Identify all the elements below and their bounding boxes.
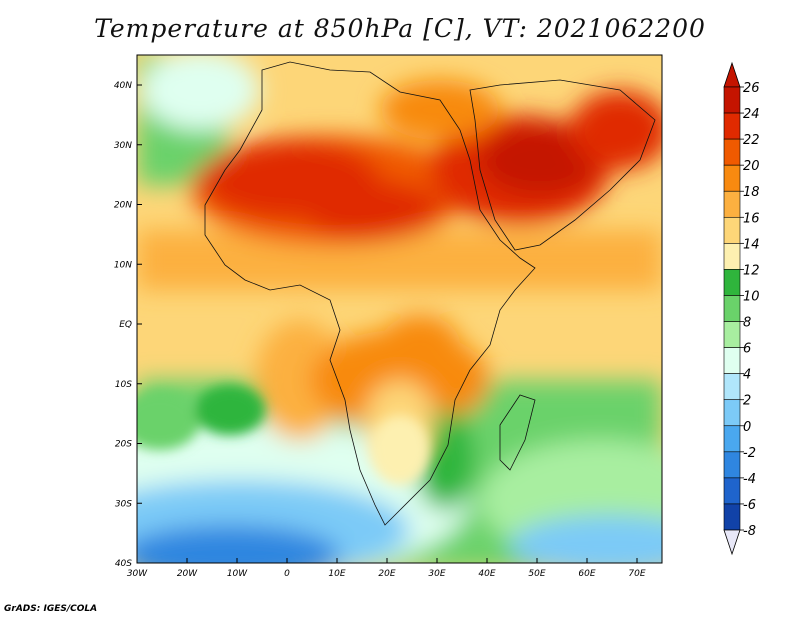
- colorbar-label: 10: [743, 289, 760, 304]
- lon-tick-label: 50E: [528, 569, 545, 579]
- colorbar-swatch: [723, 451, 741, 479]
- colorbar-label: -8: [743, 524, 756, 539]
- colorbar-label: 26: [743, 81, 760, 96]
- colorbar-swatch: [723, 86, 741, 114]
- colorbar-swatch: [723, 503, 741, 531]
- colorbar-label: 2: [743, 394, 751, 409]
- colorbar-swatch: [723, 399, 741, 427]
- colorbar-swatch: [723, 321, 741, 348]
- lat-tick-label: 20N: [114, 201, 132, 211]
- lon-tick-label: 60E: [578, 569, 595, 579]
- longitude-axis: 30W 20W 10W 0 10E 20E 30E 40E 50E 60E 70E: [127, 558, 646, 579]
- credit-text: GrADS: IGES/COLA: [4, 604, 98, 614]
- lat-tick-label: 30N: [114, 141, 132, 151]
- lat-tick-label: 30S: [115, 499, 132, 509]
- colorbar-label: -4: [743, 472, 756, 487]
- colorbar-swatch: [723, 138, 741, 166]
- latitude-axis: 40N 30N 20N 10N EQ 10S 20S 30S 40S: [114, 81, 142, 569]
- colorbar-label: 24: [743, 107, 760, 122]
- lat-tick-label: 20S: [115, 440, 132, 450]
- coastlines: [204, 61, 656, 526]
- lat-tick-label: 40S: [115, 559, 132, 569]
- lon-tick-label: 20W: [177, 569, 198, 579]
- colorbar-bottom-arrow: [723, 529, 741, 556]
- colorbar-label: 14: [743, 237, 760, 252]
- lon-tick-label: 30W: [127, 569, 148, 579]
- colorbar-label: 16: [743, 211, 760, 226]
- colorbar-label: 22: [743, 133, 760, 148]
- lat-tick-label: 10S: [115, 380, 132, 390]
- lon-tick-label: 10E: [328, 569, 345, 579]
- colorbar-swatch: [723, 425, 741, 453]
- colorbar-swatch: [723, 164, 741, 192]
- colorbar-label: 4: [743, 368, 751, 383]
- colorbar-top-arrow: [723, 61, 741, 88]
- colorbar-label: 0: [743, 420, 751, 435]
- colorbar-swatch: [723, 112, 741, 140]
- lon-tick-label: 30E: [428, 569, 445, 579]
- colorbar-swatch: [723, 347, 741, 374]
- colorbar-swatch: [723, 243, 741, 270]
- lon-tick-label: 70E: [628, 569, 645, 579]
- colorbar-label: 12: [743, 263, 760, 278]
- lat-tick-label: 10N: [114, 260, 132, 270]
- map-frame: [136, 54, 663, 564]
- lon-tick-label: 0: [284, 569, 290, 579]
- lat-tick-label: EQ: [119, 320, 132, 330]
- colorbar-label: -6: [743, 498, 756, 513]
- lon-tick-label: 20E: [378, 569, 395, 579]
- map-title: Temperature at 850hPa [C], VT: 202106220…: [94, 14, 706, 43]
- colorbar-swatch: [723, 295, 741, 322]
- colorbar-label: -2: [743, 446, 756, 461]
- colorbar-swatch: [723, 216, 741, 244]
- colorbar-swatch: [723, 373, 741, 401]
- lon-tick-label: 40E: [478, 569, 495, 579]
- temperature-field: [137, 55, 662, 563]
- colorbar-swatch: [723, 477, 741, 505]
- lon-tick-label: 10W: [227, 569, 248, 579]
- colorbar-label: 8: [743, 316, 751, 331]
- colorbar-label: 18: [743, 185, 760, 200]
- lat-tick-label: 40N: [114, 81, 132, 91]
- colorbar-label: 6: [743, 342, 751, 357]
- colorbar-swatch: [723, 190, 741, 218]
- colorbar-swatch: [723, 269, 741, 296]
- colorbar-label: 20: [743, 159, 760, 174]
